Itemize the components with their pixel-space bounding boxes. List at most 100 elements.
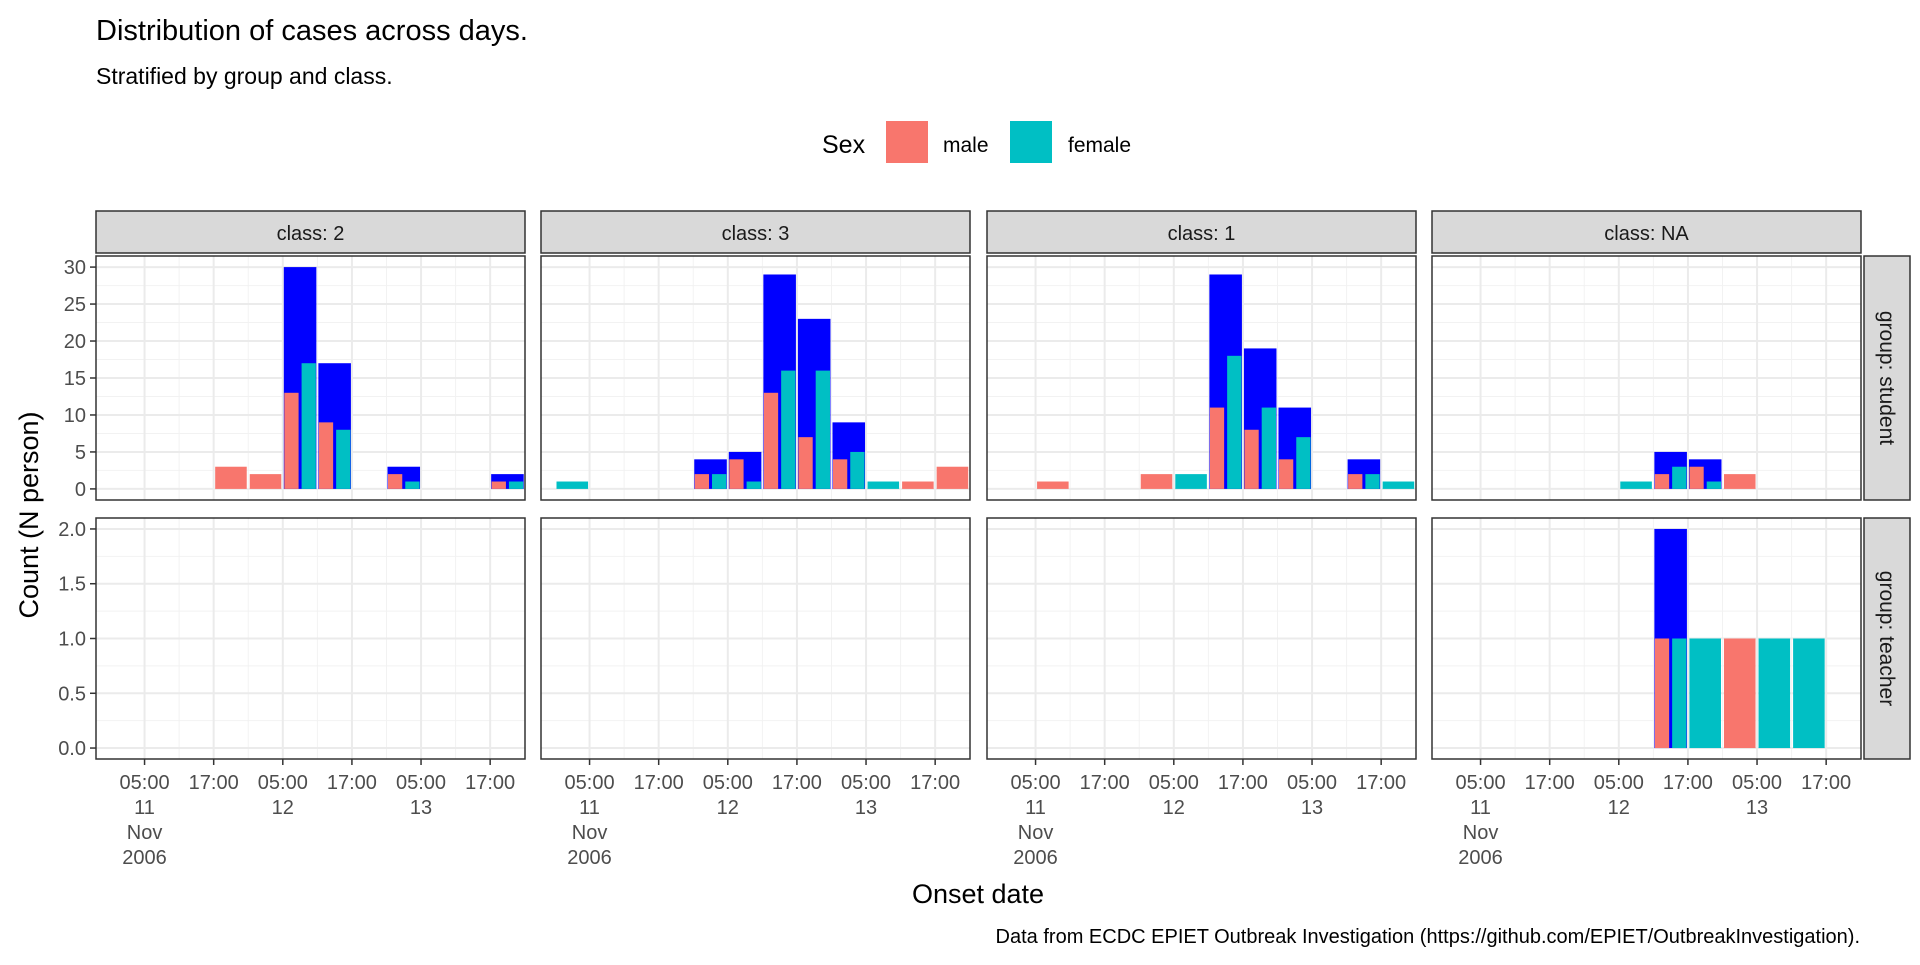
facet-strip-row (1863, 517, 1911, 760)
bar-female (1689, 638, 1721, 749)
facet-strip-column (1431, 210, 1862, 254)
y-tick-label: 25 (64, 294, 86, 316)
bar-female (712, 474, 727, 489)
bar-male (1244, 429, 1259, 489)
x-tick-label: 17:00 (1356, 772, 1406, 794)
bar-male (798, 437, 813, 489)
bar-male (1348, 474, 1363, 489)
panel-border (1431, 255, 1862, 501)
panel-border (986, 517, 1417, 760)
x-tick-label: 05:00 12 (1594, 772, 1644, 819)
facet-strip-column (95, 210, 526, 254)
bar-male (832, 459, 848, 489)
bar-female (1175, 474, 1207, 489)
bar-female (1672, 638, 1687, 749)
bar-female (781, 370, 796, 489)
x-tick-label: 05:00 13 (396, 772, 446, 819)
x-tick-label: 17:00 (189, 772, 239, 794)
bar-male (902, 481, 934, 489)
facet-strip-column-label: class: 1 (1168, 223, 1236, 245)
bar-female (336, 429, 351, 489)
facet-strip-row-label: group: teacher (1875, 571, 1898, 706)
panel-border (540, 255, 971, 501)
x-tick-label: 17:00 (327, 772, 377, 794)
facet-strip-column-label: class: 2 (277, 223, 345, 245)
y-tick-label: 1.0 (58, 629, 86, 651)
y-tick-label: 5 (75, 442, 86, 464)
panel-border (986, 255, 1417, 501)
bar-male (387, 474, 403, 489)
chart-title: Distribution of cases across days. (96, 15, 528, 47)
y-tick-label: 20 (64, 331, 86, 353)
y-tick-label: 2.0 (58, 519, 86, 541)
bar-female (1365, 474, 1380, 489)
bar-male (1654, 638, 1670, 749)
y-tick-label: 30 (64, 257, 86, 279)
bar-female (1620, 481, 1652, 489)
bar-female (746, 481, 761, 489)
x-tick-label: 17:00 (1801, 772, 1851, 794)
x-tick-label: 05:00 11 Nov 2006 (1011, 772, 1061, 869)
y-tick-label: 0.5 (58, 683, 86, 705)
bar-male (284, 392, 299, 489)
x-tick-label: 05:00 11 Nov 2006 (565, 772, 615, 869)
bar-male (1037, 481, 1069, 489)
x-tick-label: 17:00 (910, 772, 960, 794)
chart-caption: Data from ECDC EPIET Outbreak Investigat… (996, 926, 1860, 948)
x-tick-label: 17:00 (465, 772, 515, 794)
bar-female (1296, 437, 1311, 489)
bar-male (1689, 466, 1704, 489)
x-tick-label: 17:00 (1525, 772, 1575, 794)
panels-layer: class: 2 class: 3 class: 1 class: NA group: … (58, 210, 1911, 869)
bar-male (1723, 474, 1756, 489)
facet-strip-row (1863, 255, 1911, 501)
x-tick-label: 05:00 11 Nov 2006 (1456, 772, 1506, 869)
facet-strip-column-label: class: NA (1604, 223, 1689, 245)
panel-border (1431, 517, 1862, 760)
bar-female (1706, 481, 1721, 489)
x-tick-label: 17:00 (1080, 772, 1130, 794)
bar-female (1793, 638, 1825, 749)
y-axis-title: Count (N person) (14, 411, 44, 618)
y-tick-label: 0.0 (58, 738, 86, 760)
x-tick-label: 05:00 12 (1149, 772, 1199, 819)
legend-swatch-male (886, 121, 928, 163)
legend-label-male: male (943, 134, 989, 157)
x-tick-label: 05:00 13 (841, 772, 891, 819)
bar-female (1261, 407, 1276, 489)
x-tick-label: 17:00 (1218, 772, 1268, 794)
x-axis-title: Onset date (912, 879, 1044, 909)
bar-female (508, 481, 524, 489)
x-tick-label: 05:00 12 (258, 772, 308, 819)
legend-title: Sex (822, 131, 866, 159)
bar-male (1654, 474, 1670, 489)
legend-label-female: female (1068, 134, 1131, 157)
y-tick-label: 10 (64, 405, 86, 427)
x-tick-label: 05:00 12 (703, 772, 753, 819)
bar-male (1723, 638, 1756, 749)
bar-male (1278, 459, 1294, 489)
bar-female (405, 481, 420, 489)
bar-male (318, 422, 334, 489)
bar-female (1758, 638, 1791, 749)
bar-female (1227, 355, 1242, 489)
facet-strip-column-label: class: 3 (722, 223, 790, 245)
bar-male (763, 392, 779, 489)
bar-male (729, 459, 744, 489)
x-tick-label: 17:00 (772, 772, 822, 794)
bar-female (301, 363, 316, 489)
bar-female (850, 451, 865, 489)
y-tick-label: 0 (75, 479, 86, 501)
chart-subtitle: Stratified by group and class. (96, 63, 393, 89)
bar-female (815, 370, 830, 489)
bar-male (936, 466, 969, 489)
x-tick-label: 05:00 11 Nov 2006 (120, 772, 170, 869)
bar-male (1209, 407, 1225, 489)
bar-female (867, 481, 900, 489)
x-tick-label: 17:00 (1663, 772, 1713, 794)
x-tick-label: 05:00 13 (1732, 772, 1782, 819)
bar-female (1382, 481, 1415, 489)
bar-female (1672, 466, 1687, 489)
